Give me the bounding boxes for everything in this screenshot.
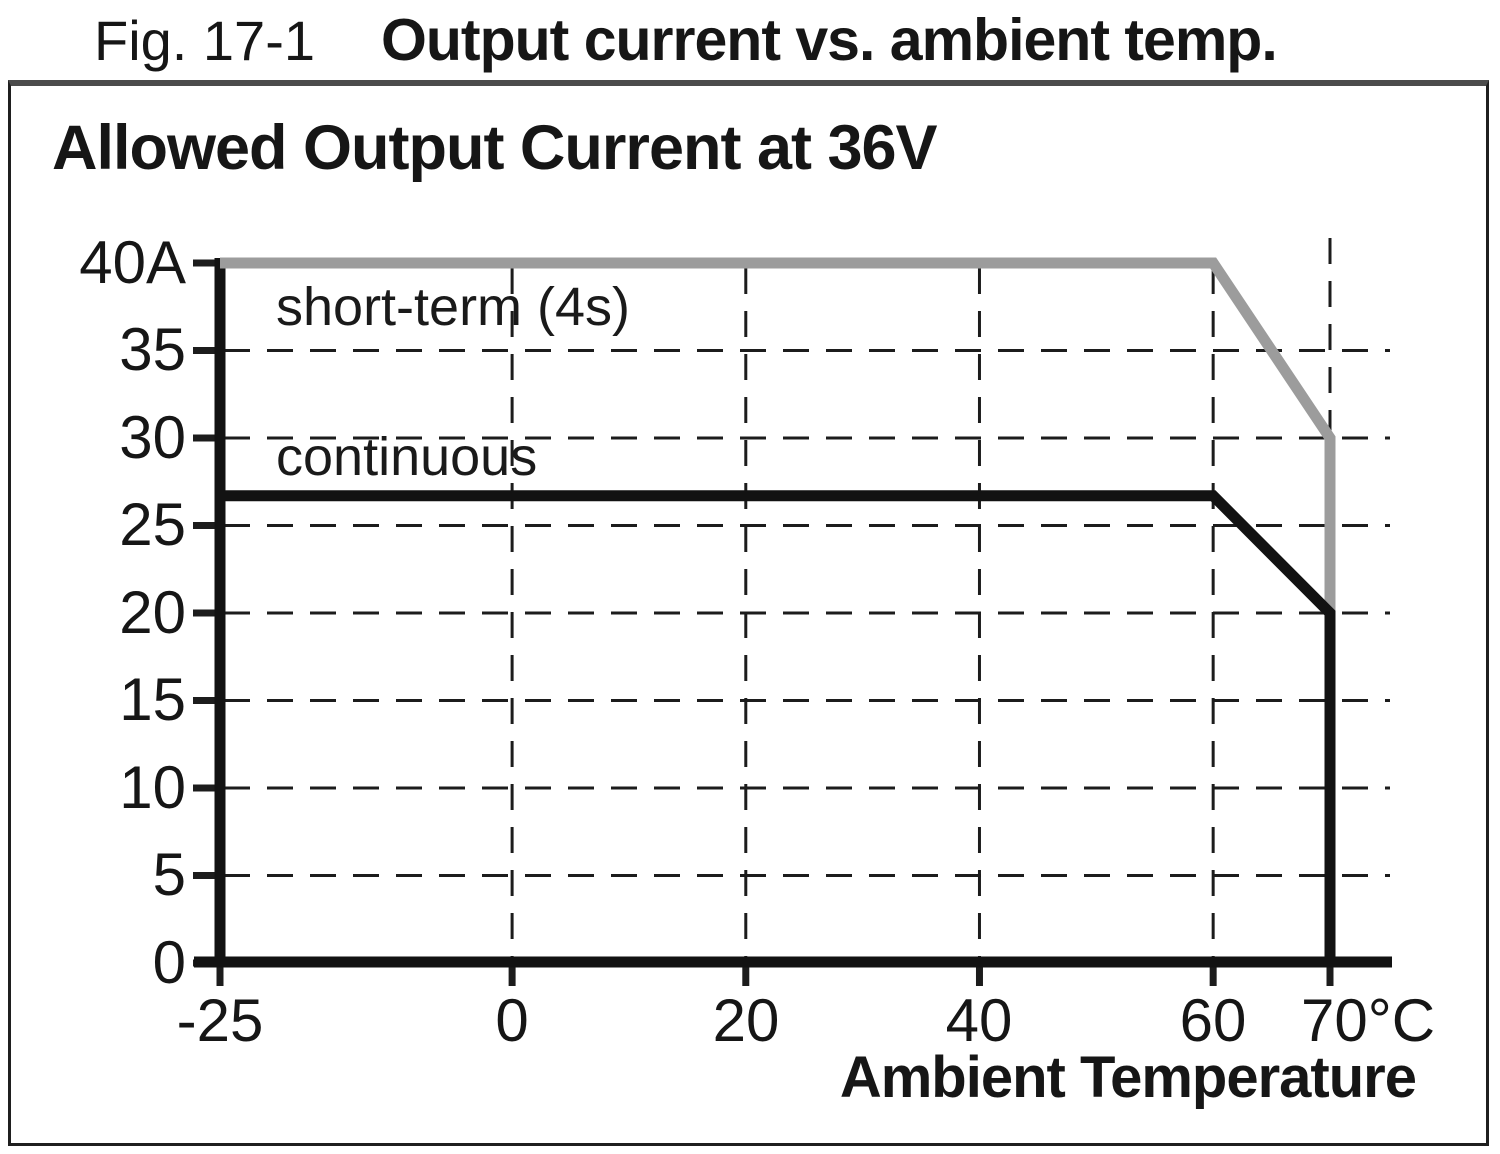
figure-number: Fig. 17-1: [94, 9, 315, 72]
continuous-label: continuous: [276, 427, 538, 487]
figure-caption: Fig. 17-1 Output current vs. ambient tem…: [94, 6, 1278, 76]
continuous-line: [220, 490, 1336, 963]
axis-ticks: [193, 259, 1334, 986]
y-tick-label-20: 20: [119, 579, 186, 646]
short-term-label: short-term (4s): [276, 277, 631, 337]
x-axis-title: Ambient Temperature: [839, 1045, 1417, 1110]
figure-title: Output current vs. ambient temp.: [381, 7, 1278, 73]
x-tick-label-60: 60: [1179, 987, 1247, 1054]
x-tick-label-neg25: -25: [176, 987, 264, 1054]
x-tick-label-70: 70°C: [1300, 987, 1436, 1054]
x-tick-label-20: 20: [712, 987, 780, 1054]
y-tick-label-0: 0: [152, 929, 186, 996]
y-tick-label-25: 25: [119, 491, 186, 558]
y-tick-label-10: 10: [119, 754, 186, 821]
gridlines: [224, 238, 1390, 958]
y-tick-label-5: 5: [152, 841, 186, 908]
y-tick-label-30: 30: [119, 404, 186, 471]
x-tick-label-40: 40: [945, 987, 1013, 1054]
chart-title: Allowed Output Current at 36V: [52, 113, 938, 183]
short-term-line: [220, 257, 1336, 963]
y-tick-label-40: 40A: [79, 229, 186, 296]
x-tick-label-0: 0: [495, 987, 529, 1054]
y-tick-label-35: 35: [119, 316, 186, 383]
y-tick-label-15: 15: [119, 666, 186, 733]
